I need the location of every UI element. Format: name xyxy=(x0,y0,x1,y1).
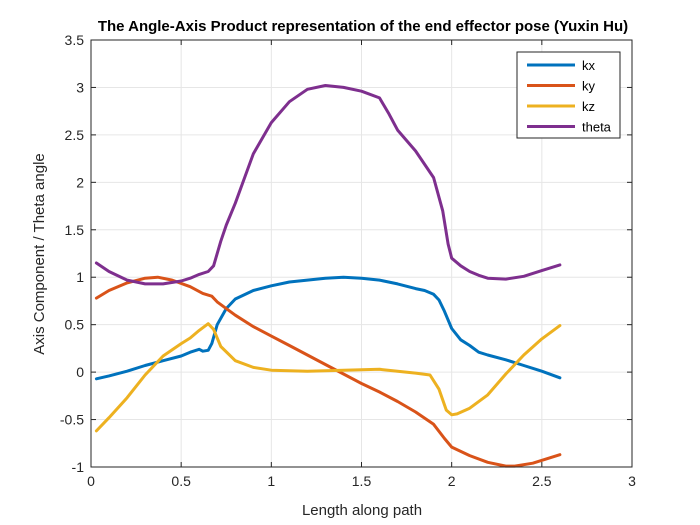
ticks: 0 0.5 1 1.5 2 2.5 3 -1 -0.5 0 0.5 1 1.5 2 2.5 3 3.5 xyxy=(60,32,636,489)
legend-label-kx: kx xyxy=(582,58,596,73)
y-tick-label: 3 xyxy=(76,79,84,95)
y-tick-label: 2 xyxy=(76,174,84,190)
series-line-kz xyxy=(94,322,562,433)
y-tick-label: 2.5 xyxy=(65,127,85,143)
x-tick-label: 1.5 xyxy=(352,473,372,489)
series-line-theta xyxy=(94,84,562,286)
y-tick-label: 1.5 xyxy=(65,222,85,238)
series-line-kx xyxy=(94,275,562,381)
x-tick-label: 2.5 xyxy=(532,473,552,489)
series-line-ky xyxy=(94,275,562,468)
legend-label-theta: theta xyxy=(582,120,612,135)
y-tick-label: 0 xyxy=(76,364,84,380)
x-tick-label: 0 xyxy=(87,473,95,489)
legend-label-kz: kz xyxy=(582,99,595,114)
y-axis-label: Axis Component / Theta angle xyxy=(31,153,48,355)
x-axis-label: Length along path xyxy=(302,502,422,519)
x-tick-label: 3 xyxy=(628,473,636,489)
y-tick-label: -0.5 xyxy=(60,412,84,428)
y-tick-label: -1 xyxy=(72,459,85,475)
legend: kx ky kz theta xyxy=(516,51,621,139)
y-tick-label: 3.5 xyxy=(65,32,85,48)
x-tick-label: 2 xyxy=(448,473,456,489)
series-group xyxy=(94,84,562,468)
chart-title: The Angle-Axis Product representation of… xyxy=(98,18,628,35)
x-tick-label: 0.5 xyxy=(171,473,191,489)
y-tick-label: 1 xyxy=(76,269,84,285)
legend-label-ky: ky xyxy=(582,79,596,94)
y-tick-label: 0.5 xyxy=(65,317,85,333)
x-tick-label: 1 xyxy=(267,473,275,489)
